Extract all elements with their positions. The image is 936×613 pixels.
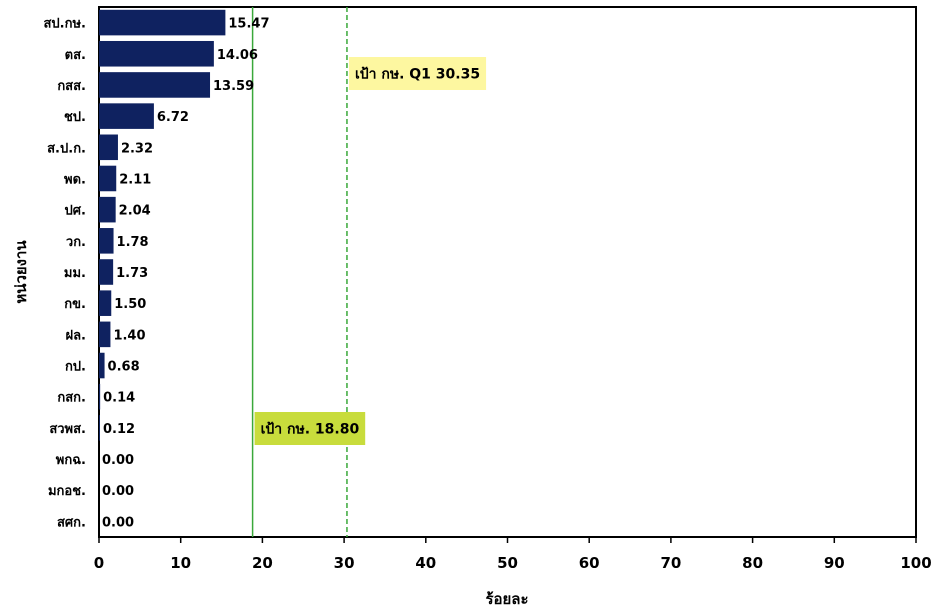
data-label: 1.40 xyxy=(113,328,145,343)
data-label: 0.00 xyxy=(102,484,134,499)
data-label: 15.47 xyxy=(228,17,269,32)
data-label: 13.59 xyxy=(213,79,254,94)
x-axis-title: ร้อยละ xyxy=(485,590,528,608)
reference-label: เป้า กษ. 18.80 xyxy=(254,412,366,445)
category-label: วก. xyxy=(66,235,86,250)
data-label: 2.11 xyxy=(119,172,151,187)
category-label: กสก. xyxy=(57,391,86,406)
category-label: มม. xyxy=(64,266,86,281)
data-labels: 15.47 14.06 13.59 6.72 2.32 2.11 2.04 1.78 1.73 1… xyxy=(102,17,270,531)
data-label: 1.78 xyxy=(117,235,149,250)
category-label: ฝล. xyxy=(65,328,86,343)
bar xyxy=(99,9,226,36)
plot-area xyxy=(98,6,917,538)
data-label: 2.04 xyxy=(119,204,151,219)
bar xyxy=(99,321,111,348)
x-tick-label: 80 xyxy=(742,554,763,572)
category-label: สวพส. xyxy=(49,422,86,437)
data-label: 1.50 xyxy=(114,297,146,312)
bar xyxy=(99,165,117,192)
category-label: ส.ป.ก. xyxy=(47,141,86,156)
bar xyxy=(99,40,214,67)
category-label: ตส. xyxy=(65,48,86,63)
reference-label-bg xyxy=(348,57,487,90)
plot-frame xyxy=(98,6,917,538)
bar xyxy=(99,72,211,98)
x-tick-label: 10 xyxy=(170,554,191,572)
category-label: มกอช. xyxy=(48,484,86,499)
bar xyxy=(99,228,114,254)
bar xyxy=(99,290,112,316)
category-label: สป.กษ. xyxy=(43,17,86,32)
data-label: 0.68 xyxy=(108,360,140,375)
reference-lines xyxy=(251,7,348,537)
x-tick-label: 90 xyxy=(824,554,845,572)
reference-label: เป้า กษ. Q1 30.35 xyxy=(348,57,487,90)
bar xyxy=(99,103,154,129)
category-label: กสส. xyxy=(57,79,86,94)
category-label: พด. xyxy=(64,172,86,187)
annotations: เป้า กษ. 18.80 เป้า กษ. Q1 30.35 xyxy=(254,57,487,445)
category-label: ชป. xyxy=(64,110,86,125)
x-tick-label: 70 xyxy=(660,554,681,572)
data-label: 0.00 xyxy=(102,453,134,468)
category-label: พกฉ. xyxy=(56,453,86,468)
data-label: 0.00 xyxy=(102,515,134,530)
data-label: 6.72 xyxy=(157,110,189,125)
y-axis-title: หน่วยงาน xyxy=(12,240,30,304)
x-tick-label: 50 xyxy=(497,554,518,572)
data-label: 0.12 xyxy=(103,422,135,437)
category-labels: สป.กษ. ตส. กสส. ชป. ส.ป.ก. พด. ปศ. วก. มม. กข. ฝล.… xyxy=(43,17,86,531)
x-tick-label: 0 xyxy=(94,554,104,572)
x-tick-label: 20 xyxy=(252,554,273,572)
category-label: กข. xyxy=(64,297,86,312)
category-label: สศก. xyxy=(57,515,86,530)
category-label: ปศ. xyxy=(65,204,86,219)
bar xyxy=(99,196,116,223)
bar xyxy=(99,352,105,379)
reference-label-bg xyxy=(254,412,366,445)
x-tick-label: 100 xyxy=(900,554,931,572)
reference-label-text: เป้า กษ. 18.80 xyxy=(261,422,360,438)
category-label: กป. xyxy=(65,360,86,375)
reference-label-text: เป้า กษ. Q1 30.35 xyxy=(355,67,480,83)
data-label: 0.14 xyxy=(103,391,135,406)
bar xyxy=(99,383,101,410)
bar xyxy=(99,134,118,161)
x-tick-labels: 0 10 20 30 40 50 60 70 80 90 100 xyxy=(94,537,932,572)
data-label: 2.32 xyxy=(121,141,153,156)
x-tick-label: 30 xyxy=(334,554,355,572)
data-label: 1.73 xyxy=(116,266,148,281)
bars xyxy=(99,9,226,441)
x-tick-label: 40 xyxy=(415,554,436,572)
data-label: 14.06 xyxy=(217,48,258,63)
x-tick-label: 60 xyxy=(579,554,600,572)
bar xyxy=(99,259,114,285)
bar xyxy=(99,415,100,441)
